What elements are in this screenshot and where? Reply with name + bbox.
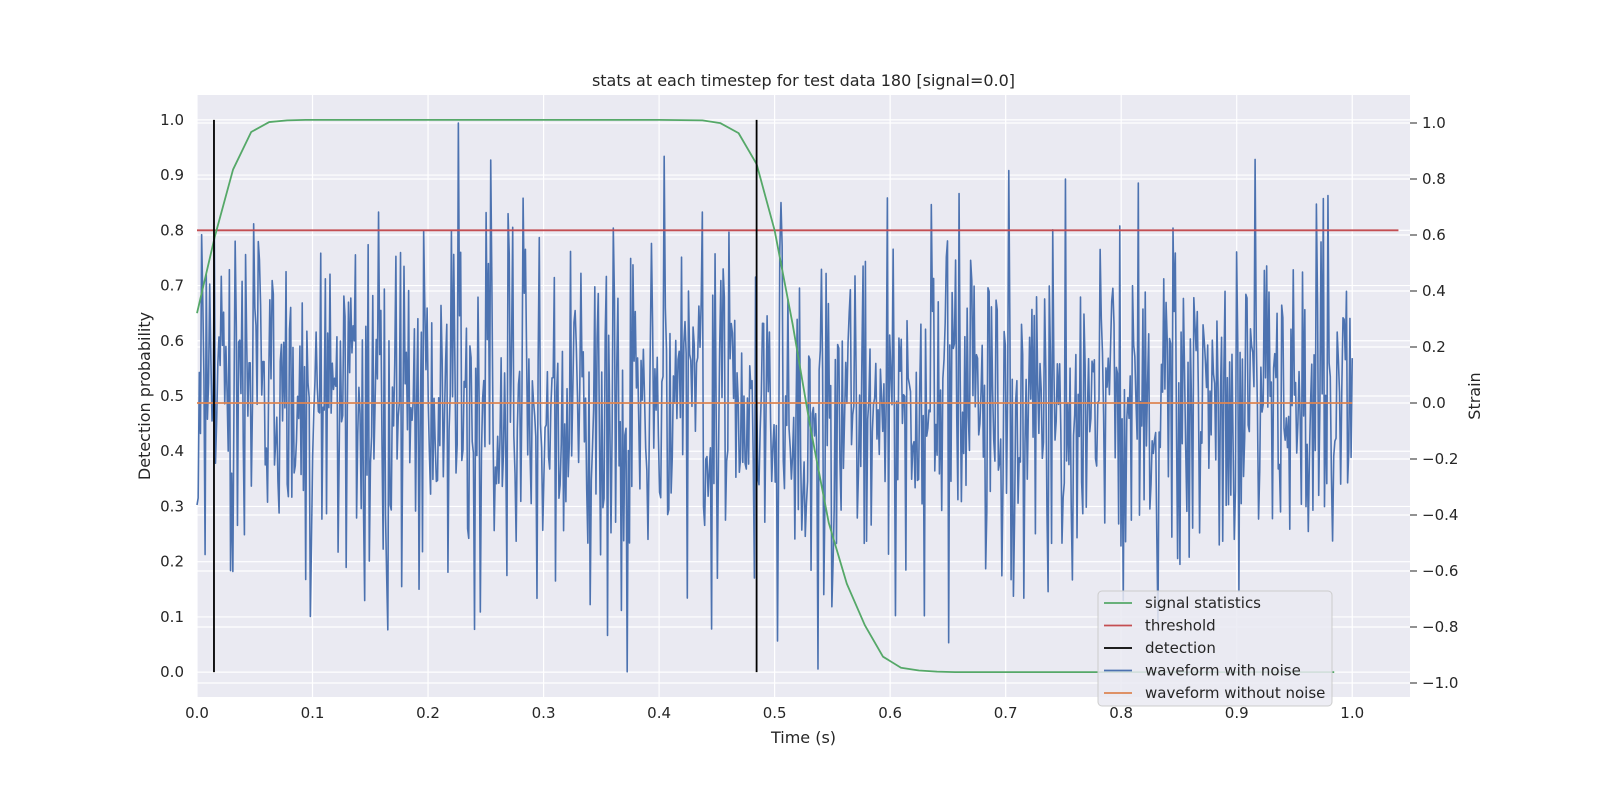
x-tick-label: 1.0 [1340,704,1364,722]
legend-label: waveform without noise [1145,684,1325,702]
legend: signal statistics threshold detection wavef… [1097,590,1333,707]
y-tick-label: 0.6 [160,332,184,350]
x-tick-label: 0.7 [994,704,1018,722]
y2-tick-label: 0.0 [1422,394,1446,412]
y2-tick-label: −0.2 [1422,450,1458,468]
y2-tick-label: −0.8 [1422,618,1458,636]
y2-tick-label: 0.4 [1422,282,1446,300]
y-tick-label: 0.9 [160,166,184,184]
x-tick-label: 0.2 [416,704,440,722]
y2-tick-label: 0.6 [1422,226,1446,244]
x-tick-label: 0.6 [878,704,902,722]
legend-label: detection [1145,639,1216,657]
x-tick-label: 0.0 [185,704,209,722]
x-tick-label: 0.8 [1109,704,1133,722]
y2-tick-label: −0.4 [1422,506,1458,524]
y-tick-label: 0.4 [160,442,184,460]
x-tick-label: 0.4 [647,704,671,722]
legend-label: waveform with noise [1145,662,1301,680]
y-tick-label: 0.0 [160,663,184,681]
x-tick-label: 0.9 [1225,704,1249,722]
y-tick-label: 0.7 [160,277,184,295]
chart-title: stats at each timestep for test data 180… [592,71,1015,90]
y-tick-label: 0.8 [160,221,184,239]
y-axis-label: Detection probability [135,312,154,480]
y2-tick-label: −1.0 [1422,674,1458,692]
y2-axis-label: Strain [1465,372,1484,419]
y2-tick-label: −0.6 [1422,562,1458,580]
waveform-with-noise-line [196,122,1354,673]
tick-layer: 0.0 0.1 0.2 0.3 0.4 0.5 0.6 0.7 0.8 0.9 1.0 0.0 0.1 0… [160,111,1458,722]
series-layer [196,118,1399,674]
legend-box [1097,590,1333,707]
x-tick-label: 0.5 [763,704,787,722]
y2-tick-label: 0.8 [1422,170,1446,188]
y-tick-label: 0.3 [160,497,184,515]
y2-tick-label: 1.0 [1422,114,1446,132]
y-tick-label: 0.5 [160,387,184,405]
x-axis-label: Time (s) [770,728,836,747]
y-tick-label: 0.2 [160,553,184,571]
legend-label: threshold [1145,617,1216,635]
y-tick-label: 0.1 [160,608,184,626]
legend-label: signal statistics [1145,594,1261,612]
y2-tick-label: 0.2 [1422,338,1446,356]
y-tick-label: 1.0 [160,111,184,129]
x-tick-label: 0.1 [301,704,325,722]
x-tick-label: 0.3 [532,704,556,722]
